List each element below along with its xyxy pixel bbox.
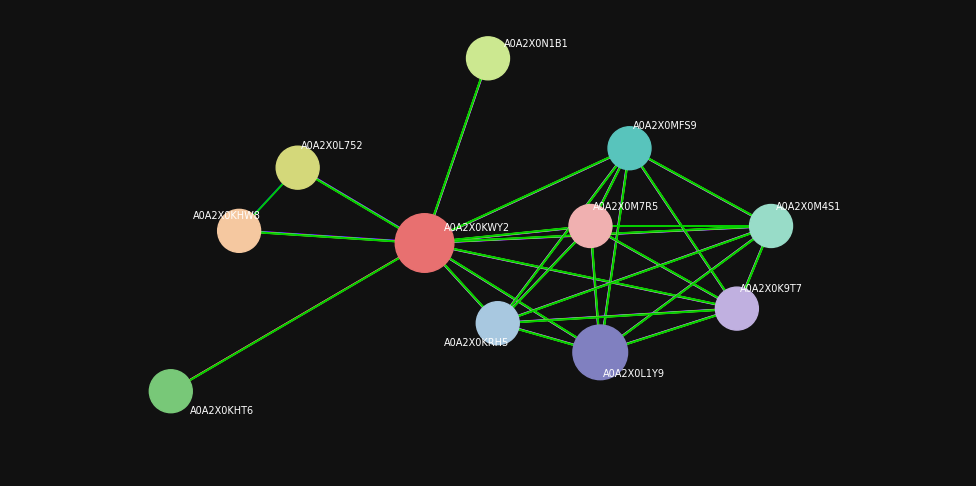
Ellipse shape [467, 37, 509, 80]
Ellipse shape [573, 325, 628, 380]
Text: A0A2X0KHT6: A0A2X0KHT6 [190, 406, 255, 416]
Ellipse shape [149, 370, 192, 413]
Text: A0A2X0N1B1: A0A2X0N1B1 [504, 39, 568, 49]
Text: A0A2X0L1Y9: A0A2X0L1Y9 [603, 369, 666, 379]
Ellipse shape [218, 209, 261, 252]
Ellipse shape [476, 302, 519, 345]
Text: A0A2X0KWY2: A0A2X0KWY2 [444, 224, 510, 233]
Text: A0A2X0KHW8: A0A2X0KHW8 [193, 211, 262, 221]
Text: A0A2X0M7R5: A0A2X0M7R5 [593, 202, 660, 211]
Ellipse shape [750, 205, 793, 247]
Text: A0A2X0K9T7: A0A2X0K9T7 [740, 284, 803, 294]
Ellipse shape [276, 146, 319, 189]
Ellipse shape [715, 287, 758, 330]
Ellipse shape [608, 127, 651, 170]
Text: A0A2X0M4S1: A0A2X0M4S1 [776, 202, 841, 211]
Text: A0A2X0MFS9: A0A2X0MFS9 [632, 122, 697, 131]
Text: A0A2X0L752: A0A2X0L752 [301, 141, 363, 151]
Ellipse shape [395, 214, 454, 272]
Ellipse shape [569, 205, 612, 247]
Text: A0A2X0KRH5: A0A2X0KRH5 [444, 338, 509, 347]
